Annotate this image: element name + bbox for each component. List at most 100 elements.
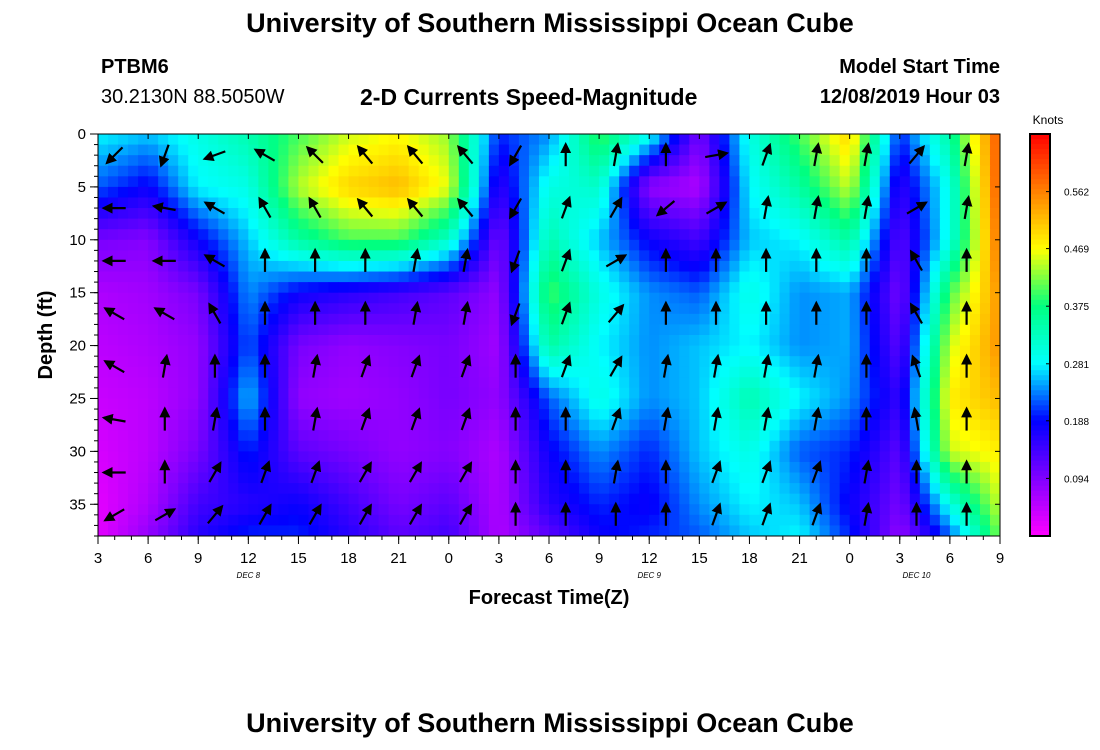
speed-cell [408,271,420,283]
speed-cell [759,493,771,505]
speed-cell [899,504,911,516]
speed-cell [739,165,751,177]
speed-cell [669,176,680,188]
speed-cell [138,260,149,273]
speed-cell [158,176,169,188]
speed-cell [959,260,971,273]
speed-cell [418,419,430,431]
current-arrow [1015,356,1019,378]
speed-cell [779,409,791,421]
speed-cell [649,271,660,283]
speed-cell [198,377,209,389]
speed-cell [108,451,119,463]
speed-cell [729,525,741,536]
speed-cell [488,134,500,146]
speed-cell [168,472,179,484]
speed-cell [579,419,590,431]
speed-cell [629,313,640,326]
speed-cell [689,282,700,294]
speed-cell [278,514,290,527]
speed-cell [889,292,901,304]
speed-cell [208,356,219,368]
speed-cell [448,218,460,230]
speed-cell [819,197,831,209]
speed-cell [248,197,259,209]
speed-cell [649,387,660,400]
speed-cell [619,398,630,410]
speed-cell [358,229,370,241]
colorbar-swatch [1030,335,1050,341]
speed-cell [308,483,320,495]
speed-cell [228,155,239,167]
speed-cell [849,387,861,400]
speed-cell [298,155,310,167]
speed-cell [639,335,650,347]
speed-cell [609,186,620,199]
speed-cell [879,144,891,156]
speed-cell [839,282,851,294]
speed-cell [378,292,390,304]
speed-cell [829,282,841,294]
current-arrow [660,353,672,378]
speed-cell [819,387,831,400]
speed-cell [118,430,129,442]
speed-cell [158,208,169,220]
speed-cell [649,218,660,230]
speed-cell [579,186,590,199]
speed-cell [769,134,781,146]
speed-cell [679,419,690,431]
speed-cell [238,271,249,283]
speed-cell [819,409,831,421]
speed-cell [979,144,991,156]
speed-cell [238,377,249,389]
speed-cell [769,260,781,273]
speed-cell [829,324,841,336]
speed-cell [338,335,350,347]
speed-cell [709,430,720,442]
speed-cell [869,525,881,536]
speed-cell [178,440,189,452]
speed-cell [639,165,650,177]
colorbar-swatch [1030,390,1050,396]
speed-cell [819,144,831,156]
speed-cell [739,356,751,368]
speed-cell [408,324,420,336]
speed-cell [508,335,520,347]
speed-cell [448,483,460,495]
speed-cell [679,165,690,177]
speed-cell [488,451,500,463]
speed-cell [799,313,811,326]
speed-cell [959,282,971,294]
speed-cell [108,324,119,336]
y-tick-label: 35 [69,496,86,513]
speed-cell [398,155,410,167]
speed-cell [989,356,1000,368]
speed-cell [528,514,540,527]
speed-cell [148,134,159,146]
colorbar-swatch [1030,154,1050,160]
speed-cell [368,419,380,431]
speed-cell [428,271,440,283]
speed-cell [689,440,700,452]
current-arrow [611,407,622,431]
speed-cell [378,313,390,326]
speed-cell [599,345,610,357]
speed-cell [549,229,560,241]
speed-cell [909,292,921,304]
speed-cell [348,165,360,177]
colorbar-swatch [1030,380,1050,386]
speed-cell [609,218,620,230]
speed-cell [739,366,751,378]
speed-cell [769,493,781,505]
speed-cell [218,366,229,378]
speed-cell [639,303,650,315]
speed-cell [158,525,169,536]
speed-cell [358,335,370,347]
speed-cell [749,366,761,378]
speed-cell [769,345,781,357]
speed-cell [709,260,720,273]
speed-cell [779,155,791,167]
speed-cell [679,208,690,220]
speed-cell [679,313,690,326]
speed-cell [478,303,490,315]
